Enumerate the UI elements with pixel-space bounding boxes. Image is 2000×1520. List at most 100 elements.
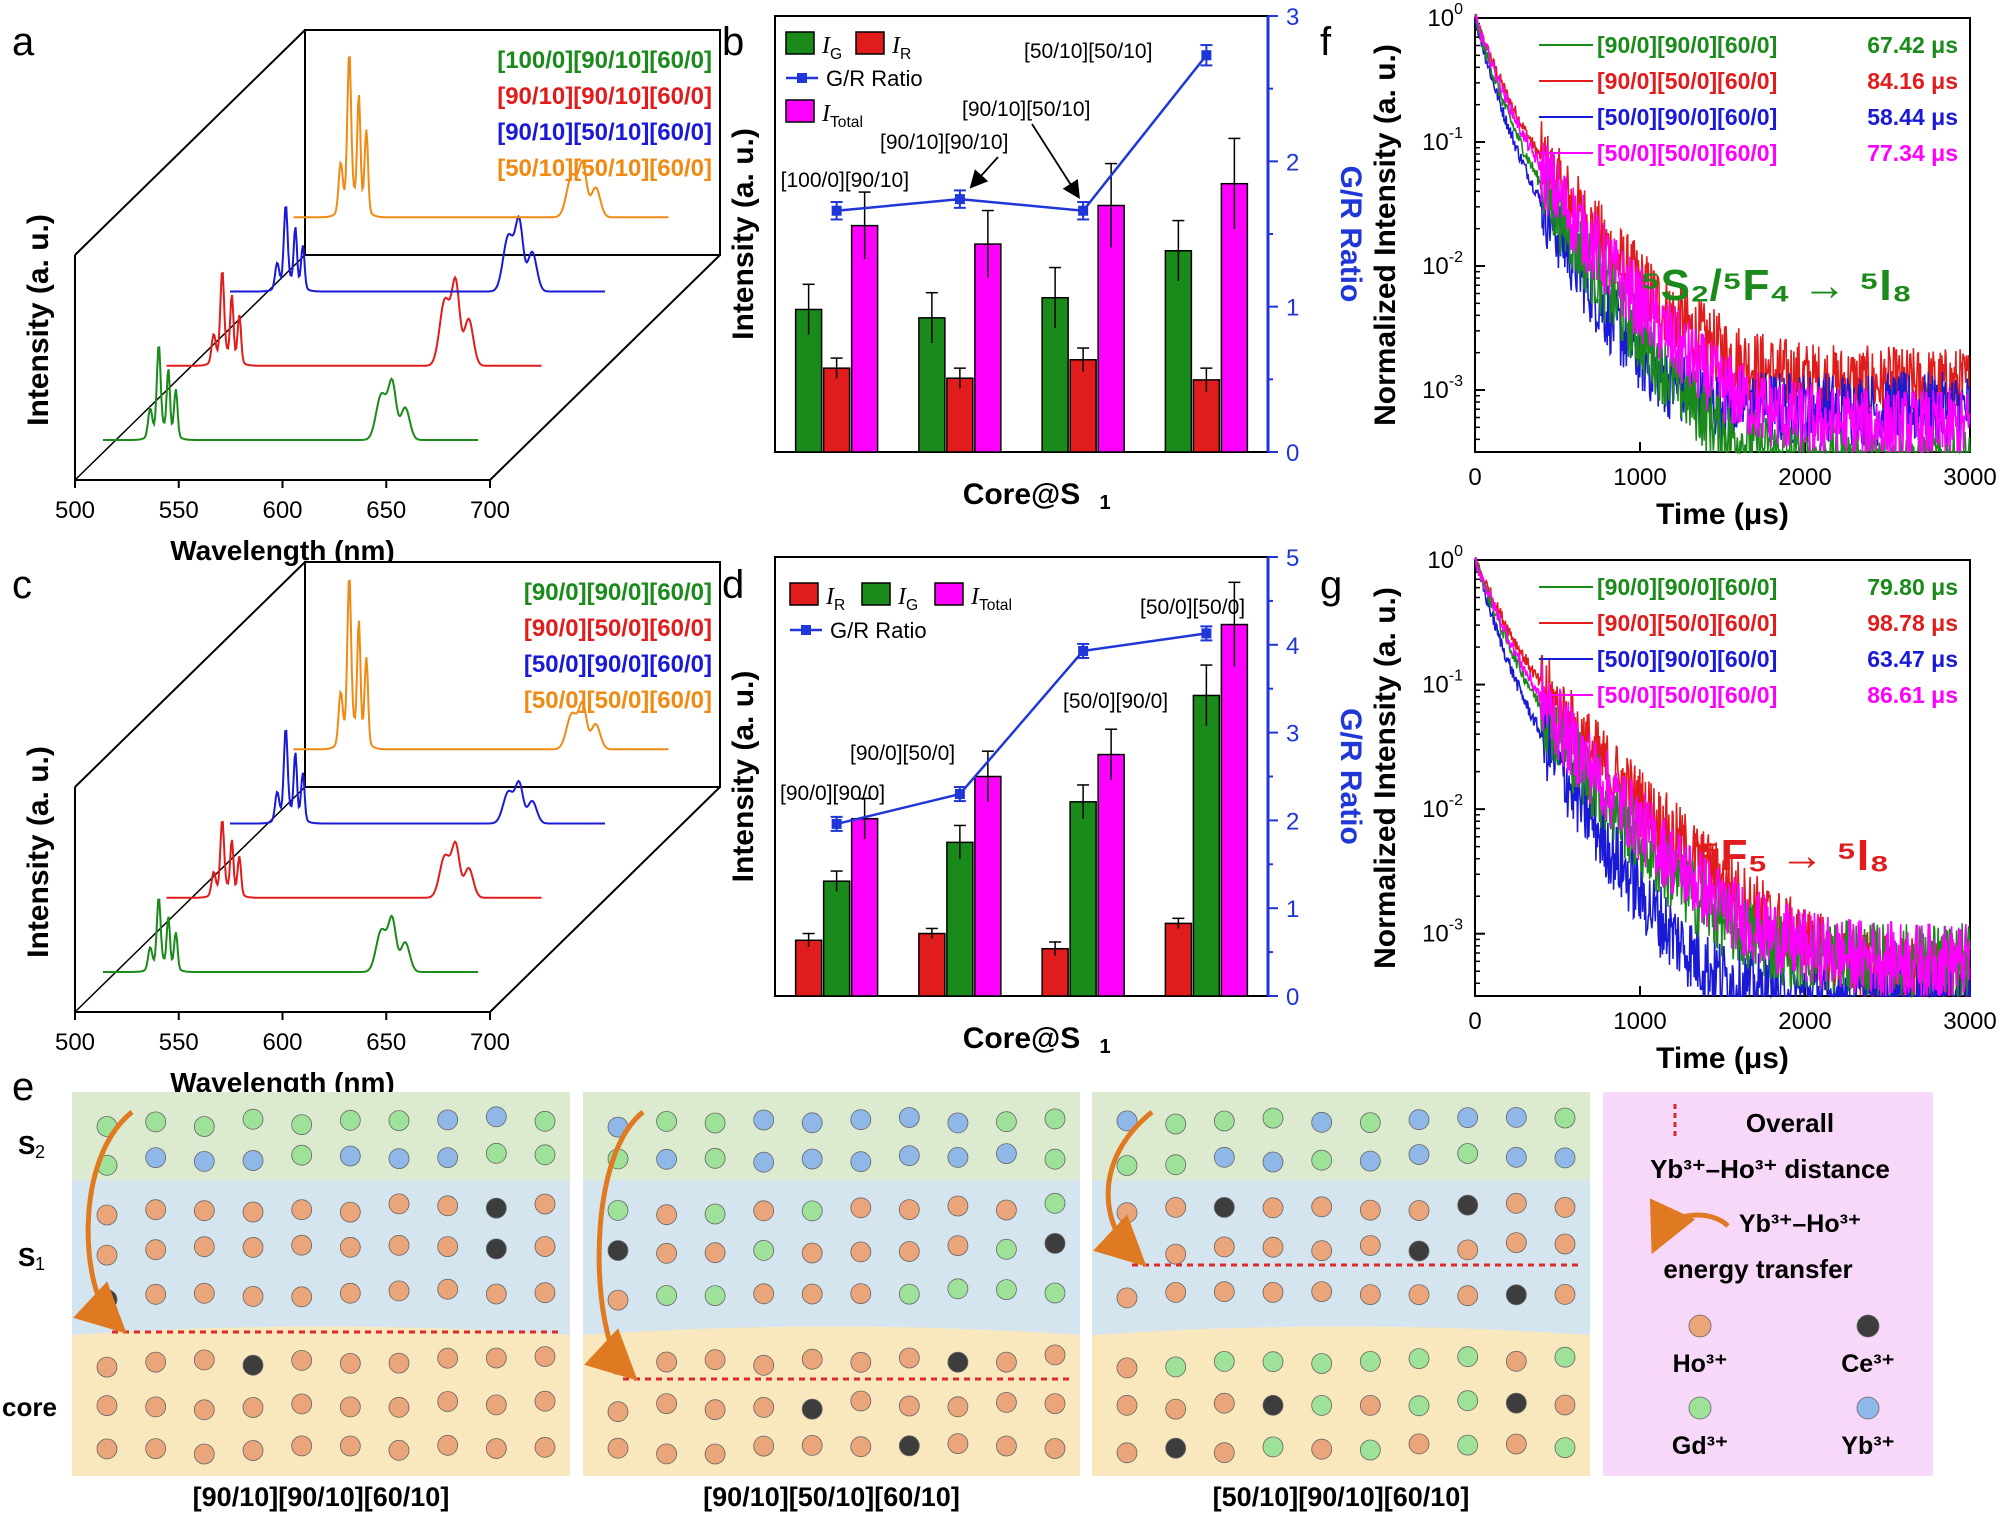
ion <box>947 1396 969 1418</box>
legend-transfer: Yb³⁺–Ho³⁺ <box>1739 1210 1861 1238</box>
s2-band <box>583 1092 1080 1190</box>
ion <box>1554 1147 1576 1169</box>
ion <box>193 1116 215 1137</box>
ion <box>1262 1394 1284 1416</box>
ion <box>607 1437 629 1459</box>
ion <box>193 1399 215 1421</box>
legend-label: ITotal <box>970 584 1012 614</box>
layer-label: core <box>2 1392 57 1422</box>
ion <box>193 1282 215 1304</box>
annotation: [100/0][90/10] <box>781 169 909 192</box>
ion <box>1359 1235 1381 1256</box>
ion <box>1457 1346 1479 1368</box>
y-tick-label: 10-2 <box>1422 249 1463 280</box>
axis-depth-bottom <box>74 561 306 788</box>
bar <box>822 367 851 453</box>
ratio-point <box>831 205 842 216</box>
legend-ion <box>1688 1314 1712 1338</box>
ion <box>1165 1356 1187 1378</box>
ion <box>96 1356 118 1378</box>
ion <box>1359 1112 1381 1133</box>
ion <box>753 1354 775 1376</box>
ion <box>437 1195 459 1217</box>
ion <box>437 1347 459 1369</box>
ion <box>801 1398 823 1420</box>
ion <box>339 1353 361 1374</box>
y2-tick-label: 1 <box>1286 896 1299 923</box>
layer-label: S <box>18 1242 35 1272</box>
ion <box>485 1283 507 1305</box>
ion <box>145 1239 167 1261</box>
ion <box>1116 1357 1138 1379</box>
ion <box>291 1286 313 1308</box>
ion <box>898 1107 920 1128</box>
ion <box>291 1350 313 1371</box>
ion <box>534 1110 556 1132</box>
ion <box>850 1151 872 1173</box>
spectrum-line <box>103 346 478 441</box>
ion <box>1554 1437 1576 1458</box>
legend-entry: [90/0][90/0][60/0] <box>1597 32 1777 58</box>
bar <box>850 224 879 453</box>
ion <box>1505 1350 1527 1372</box>
panel-b-bar-chart: 0 1 2 3 G/R Ratio Intensity (a. u.) Core@S 1 IG I… <box>727 4 1367 514</box>
layer-label: S <box>18 1130 35 1160</box>
x-tick-label: 550 <box>159 1029 199 1056</box>
legend-ion-label: Ho³⁺ <box>1673 1350 1728 1378</box>
ion <box>242 1201 264 1223</box>
y2-tick-label: 5 <box>1286 545 1299 572</box>
legend-lifetime: 63.47 μs <box>1867 646 1958 672</box>
ion <box>1165 1197 1187 1218</box>
ion <box>947 1351 969 1373</box>
schematic-column <box>72 1092 570 1476</box>
y2-tick-label: 2 <box>1286 808 1299 835</box>
ion <box>1262 1151 1284 1173</box>
ion <box>1044 1148 1066 1170</box>
ion <box>1311 1281 1333 1302</box>
spectrum-line <box>293 55 669 219</box>
energy-transfer-arrow <box>1093 1110 1154 1267</box>
ion <box>656 1242 677 1264</box>
legend-entry: [90/10][90/10][60/0] <box>497 83 712 110</box>
ion <box>996 1392 1017 1413</box>
ion <box>1505 1146 1527 1168</box>
ion <box>339 1201 361 1223</box>
ion <box>1213 1197 1235 1218</box>
axis-depth-right <box>489 254 721 481</box>
axis-depth-left <box>74 254 306 481</box>
ion <box>1311 1149 1333 1171</box>
legend-ion-label: Yb³⁺ <box>1841 1432 1894 1460</box>
ion <box>850 1390 872 1412</box>
bar <box>850 817 879 997</box>
decay-curve <box>1474 18 1971 448</box>
ion <box>485 1142 507 1164</box>
legend-marker <box>801 625 811 635</box>
bar <box>1041 947 1069 997</box>
ion <box>534 1390 556 1412</box>
ion <box>1505 1232 1527 1253</box>
annotation: [50/0][50/0] <box>1140 596 1245 619</box>
ion <box>1262 1107 1284 1129</box>
y2-axis-title: G/R Ratio <box>1334 166 1367 303</box>
ratio-point <box>954 789 965 800</box>
ion <box>1116 1394 1138 1416</box>
ion <box>96 1204 118 1226</box>
column-caption: [90/10][50/10][60/10] <box>703 1482 960 1512</box>
ion <box>1457 1434 1479 1456</box>
ion <box>1554 1107 1576 1129</box>
ion <box>753 1435 775 1457</box>
ion <box>242 1108 264 1130</box>
ion <box>947 1278 969 1300</box>
y2-axis-title: G/R Ratio <box>1334 708 1367 845</box>
ion <box>704 1203 726 1225</box>
ion <box>1044 1282 1066 1304</box>
legend-label: G/R Ratio <box>826 66 923 91</box>
ion <box>1044 1108 1066 1130</box>
ion <box>291 1234 313 1256</box>
x-axis-title-sub: 1 <box>1100 492 1111 514</box>
x-axis-title: Time (μs) <box>1656 498 1789 531</box>
ion <box>388 1234 410 1256</box>
ion <box>1408 1348 1430 1369</box>
annotation: [50/0][90/0] <box>1063 690 1168 713</box>
